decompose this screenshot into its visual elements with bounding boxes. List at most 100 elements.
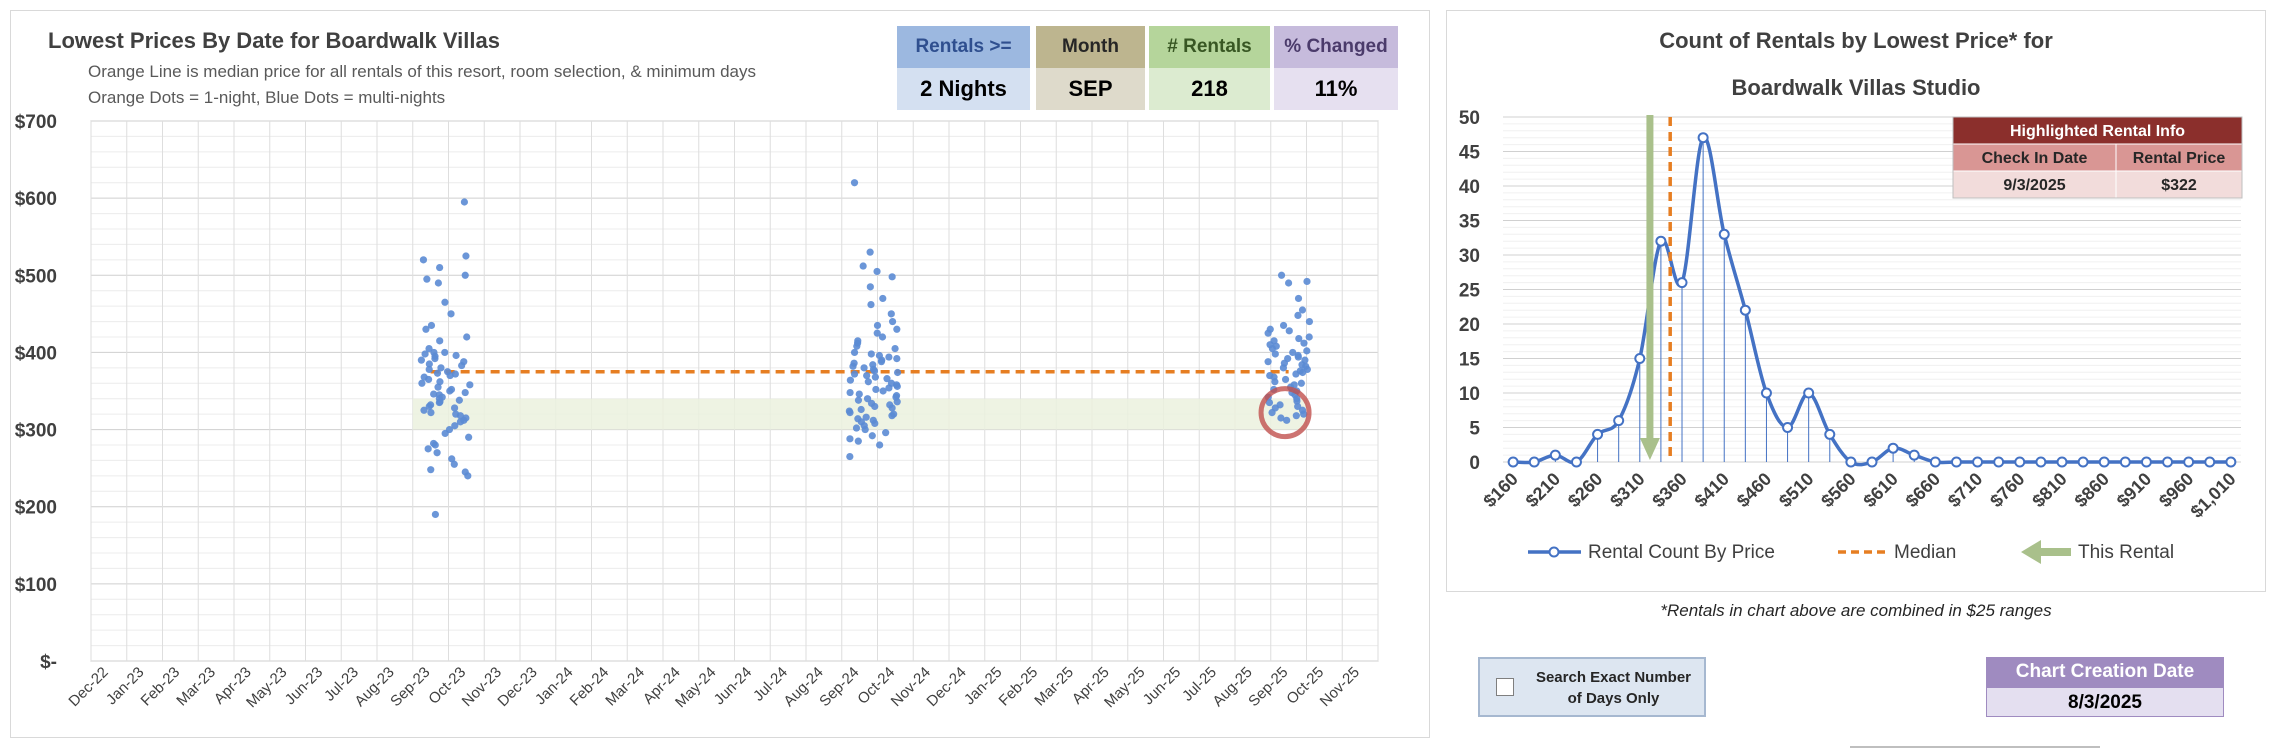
price-dot [417,356,425,364]
y-tick-label: 10 [1459,384,1480,405]
price-dot [425,360,433,368]
price-dot [885,384,893,392]
x-tick-label: $660 [1902,469,1944,511]
creation-date-label: Chart Creation Date [1986,657,2224,687]
price-dot [866,283,874,291]
rental-count-point [1887,442,1899,454]
price-dot [441,348,449,357]
highlight-table-header: Rental Price [2133,150,2226,167]
price-dot [1283,416,1291,424]
price-dot [872,385,880,394]
price-dot [1289,348,1297,357]
creation-date-value: 8/3/2025 [1986,687,2224,717]
price-dot [870,367,879,375]
rental-count-point [1782,422,1794,433]
rental-count-point [1824,428,1836,440]
price-dot [879,294,887,303]
x-tick-label: $460 [1733,469,1775,511]
price-dot [867,350,875,358]
price-dot [867,301,875,309]
price-dot [853,342,861,350]
price-dot [852,424,861,432]
price-dot [893,355,901,363]
price-dot [850,370,859,378]
price-dot [862,413,870,421]
kpi-label: % Changed [1274,26,1398,68]
price-dot [873,321,882,330]
price-dot [422,325,430,333]
y-tick-label: 15 [1459,350,1481,371]
price-dot [436,378,444,386]
right-chart-title-1: Count of Rentals by Lowest Price* for [1659,28,2053,53]
price-dot [425,344,433,353]
price-dot [891,344,899,353]
price-dot [885,353,893,361]
y-tick-label: 30 [1459,246,1480,267]
rental-count-point [1739,304,1751,316]
highlight-table-value: $322 [2161,177,2197,194]
rental-count-point [1634,353,1646,364]
price-dot [450,460,458,468]
left-chart-subtitle-1: Orange Line is median price for all rent… [88,62,756,81]
left-chart-subtitle-2: Orange Dots = 1-night, Blue Dots = multi… [88,88,446,107]
price-dot [451,422,459,430]
x-tick-label: Mar-23 [173,664,219,710]
x-tick-label: Jun-25 [1140,664,1184,708]
x-tick-label: Dec-24 [923,664,969,710]
price-dot [1294,294,1303,303]
search-exact-days-control[interactable]: Search Exact Number of Days Only [1478,657,1706,717]
price-dot [1265,398,1274,407]
price-dot [425,365,433,373]
price-dot [1298,306,1307,314]
price-dot [463,333,471,341]
y-tick-label: $100 [15,575,57,596]
price-dot [893,382,901,390]
price-dot [1293,397,1301,405]
x-tick-label: $1,010 [2187,469,2240,522]
price-dot [1303,277,1311,286]
highlighted-rental-circle [1258,386,1312,440]
y-tick-label: 20 [1459,315,1480,336]
price-dot [461,271,469,279]
price-scatter-chart: $-$100$200$300$400$500$600$700Dec-22Jan-… [15,112,1379,711]
rental-count-point [1845,456,1857,468]
price-dot [846,388,854,397]
rental-count-point [2014,456,2026,468]
price-dot [1264,358,1272,366]
right-chart-panel [1446,10,2266,592]
x-tick-label: Feb-24 [567,664,613,710]
price-dot [446,371,454,380]
kpi-value: 218 [1149,68,1270,110]
y-tick-label: $600 [15,189,57,210]
rental-count-point [1760,387,1772,399]
price-dot [888,273,896,281]
price-dot [1292,412,1300,420]
legend-label: This Rental [2078,542,2174,563]
price-dot [462,252,470,260]
x-tick-label: Aug-23 [351,664,397,710]
rental-count-point [1613,415,1625,427]
highlight-table-border [1952,116,2243,199]
rental-count-point [2077,456,2089,468]
y-tick-label: 25 [1459,281,1481,302]
price-dot [864,378,872,386]
rental-count-point [1908,449,1920,461]
price-dot [863,371,871,380]
rental-count-point [1676,277,1688,289]
price-dot [431,355,439,363]
search-exact-checkbox[interactable] [1496,678,1514,696]
price-dot [436,263,444,272]
x-tick-label: Dec-23 [494,664,540,710]
x-tick-label: Feb-23 [138,664,184,710]
price-dot [846,435,854,443]
price-dot [1264,329,1272,337]
kpi-value: 11% [1274,68,1398,110]
price-dot [893,325,901,333]
price-dot [1294,402,1302,411]
rental-count-point [2035,456,2047,468]
price-dot [466,381,474,389]
divider-line [1850,746,2100,748]
price-dot [447,310,455,318]
price-dot [1294,311,1302,319]
y-tick-label: 5 [1469,419,1480,440]
